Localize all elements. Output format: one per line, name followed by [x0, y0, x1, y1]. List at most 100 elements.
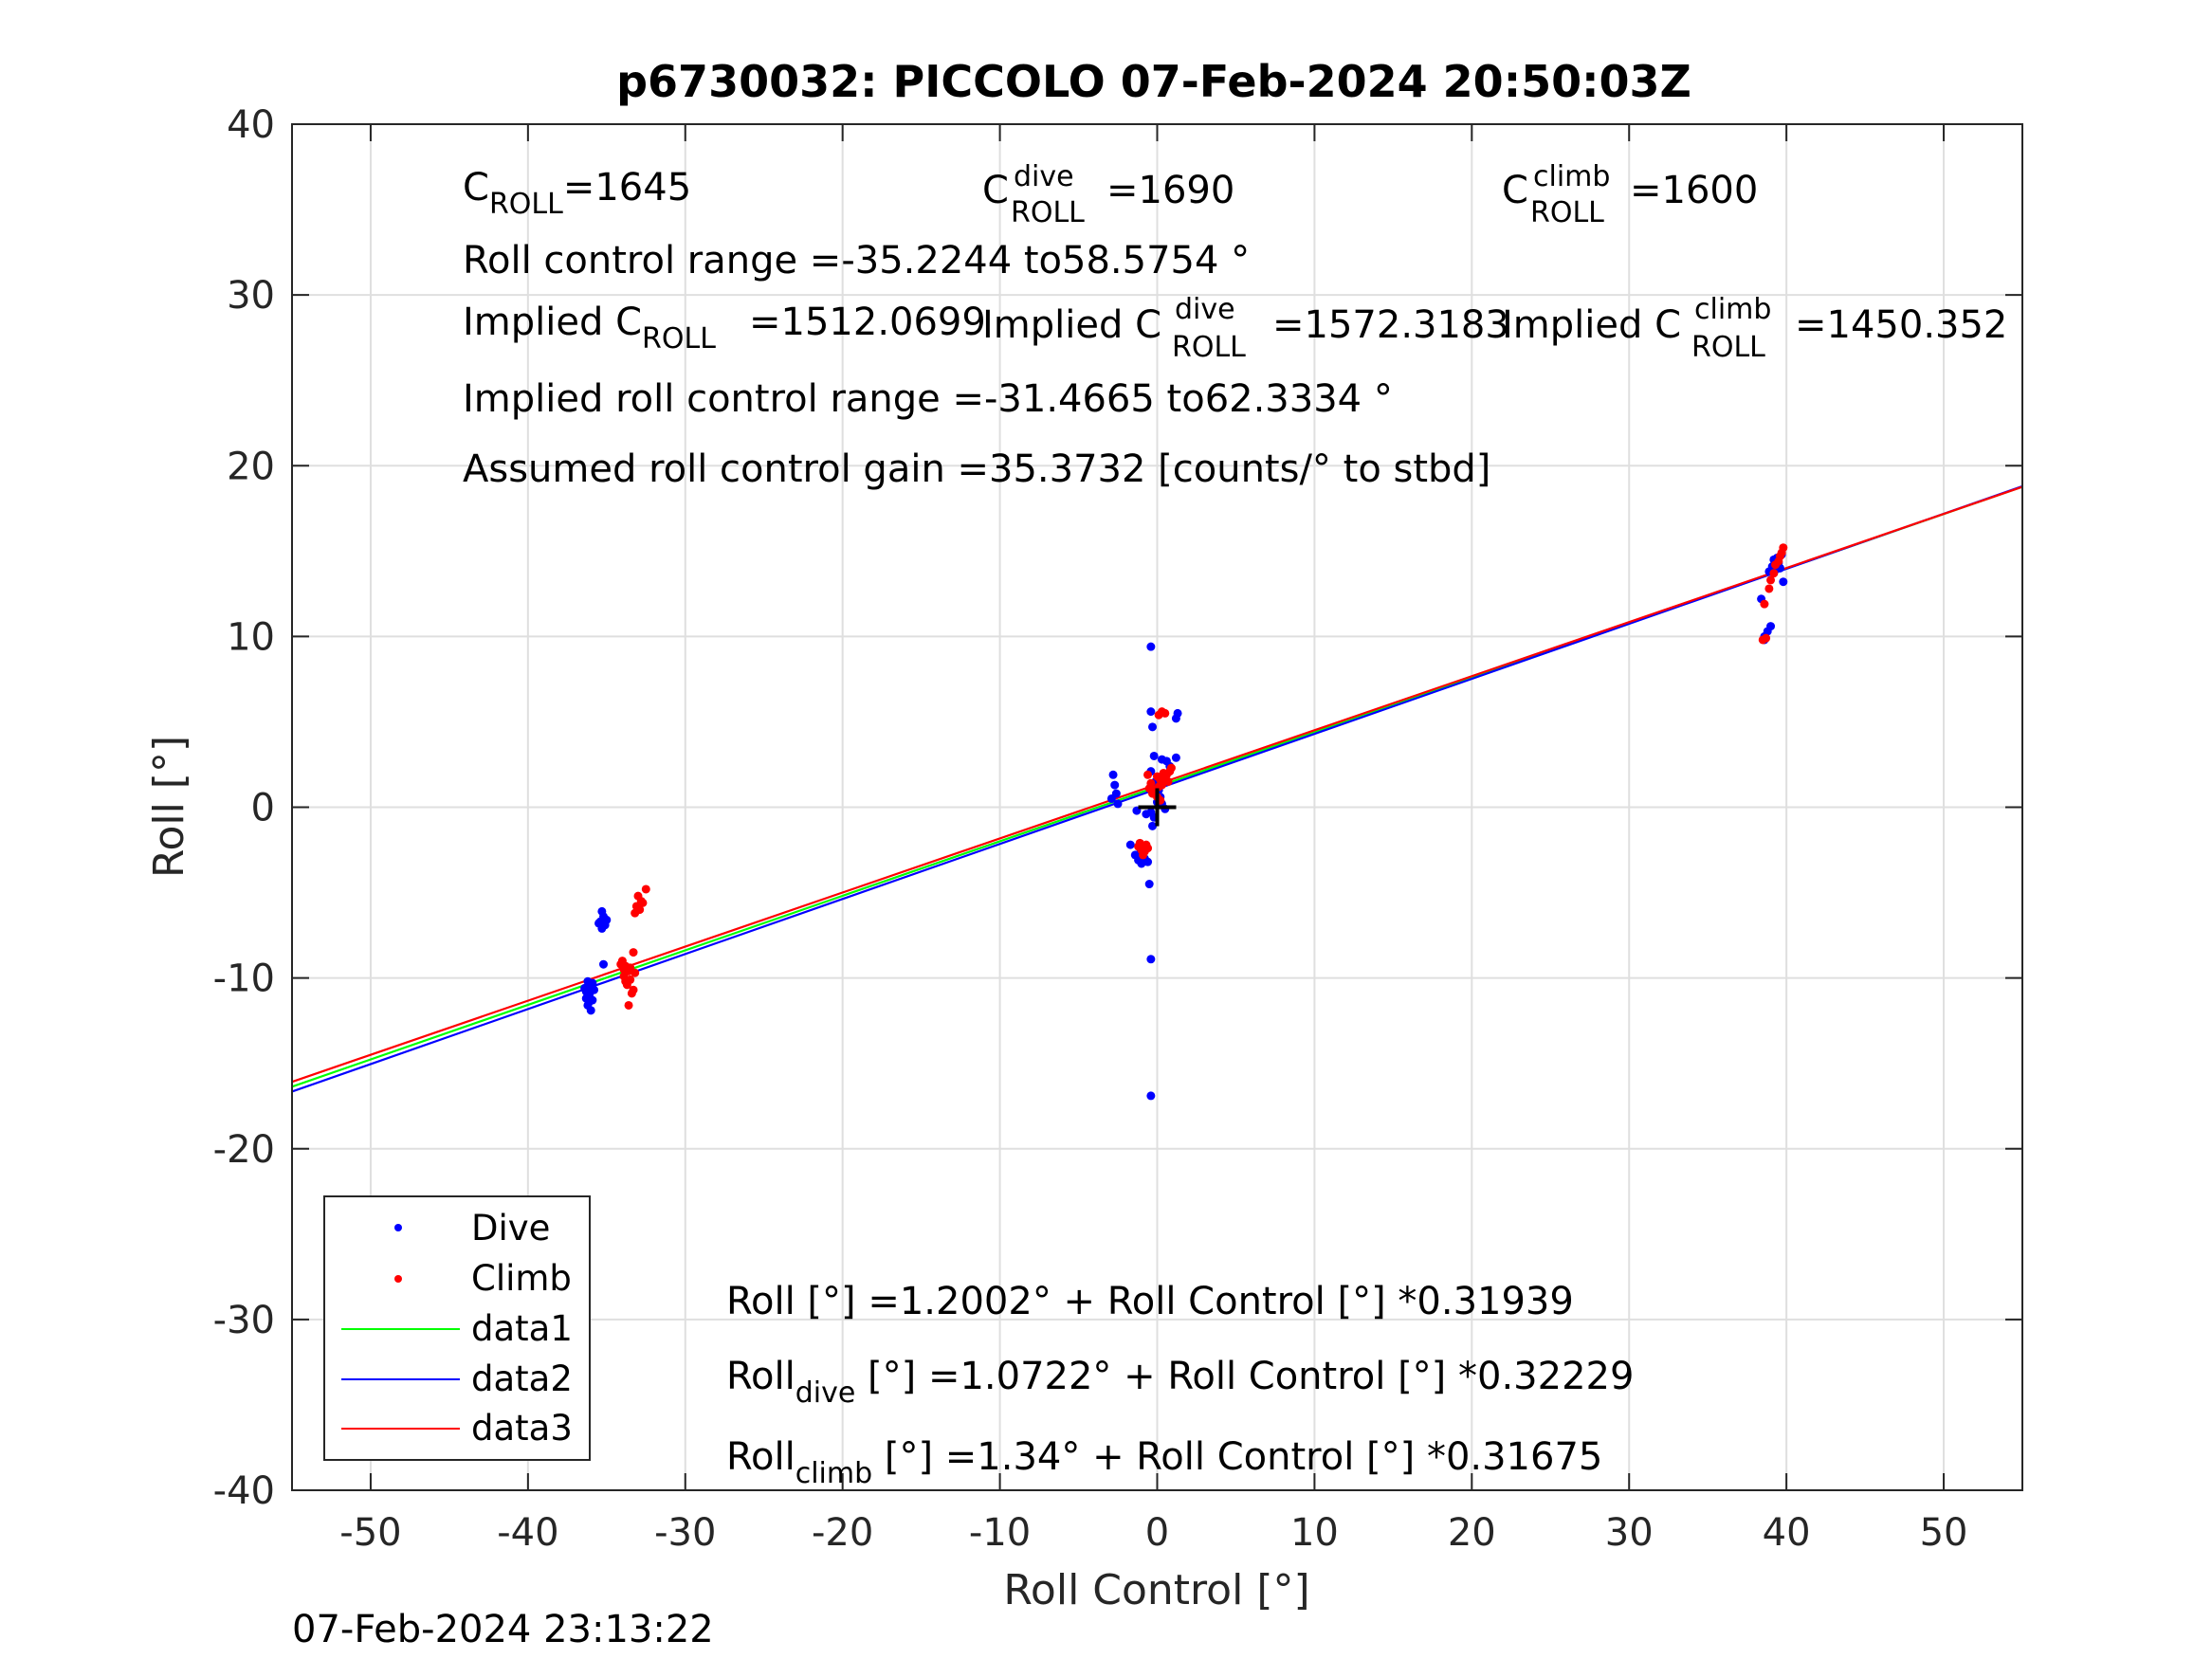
- x-tick-label: 30: [1605, 1511, 1654, 1555]
- x-tick-label: -10: [969, 1511, 1031, 1555]
- y-tick-label: 30: [227, 274, 275, 318]
- x-tick-label: 0: [1145, 1511, 1169, 1555]
- dive-point: [1779, 577, 1788, 587]
- legend-label-dive: Dive: [471, 1208, 550, 1249]
- dive-point: [1149, 751, 1159, 760]
- dive-point: [1142, 810, 1151, 819]
- climb-point: [626, 963, 635, 973]
- climb-point: [616, 959, 626, 969]
- annotation-fit-all: Roll [°] =1.2002° + Roll Control [°] *0.…: [726, 1280, 1574, 1323]
- y-tick-label: -10: [213, 957, 275, 1001]
- y-tick-label: 10: [227, 615, 275, 659]
- y-tick-label: -40: [213, 1469, 275, 1513]
- climb-point: [1777, 548, 1786, 557]
- climb-point: [1157, 780, 1166, 790]
- annotation-implied-c-roll-value: =1512.0699: [749, 301, 986, 344]
- dive-point: [1146, 1091, 1156, 1101]
- y-tick-label: -30: [213, 1299, 275, 1342]
- climb-point: [624, 1000, 633, 1010]
- y-tick-label: 0: [251, 787, 275, 830]
- climb-point: [621, 976, 631, 986]
- dive-point: [599, 959, 608, 969]
- y-tick-label: -20: [213, 1128, 275, 1172]
- dive-point: [1144, 880, 1154, 889]
- x-tick-label: -40: [497, 1511, 558, 1555]
- dive-point: [585, 997, 594, 1007]
- tick-marks: [292, 123, 2022, 1491]
- annotation-fit-climb: Rollclimb [°] =1.34° + Roll Control [°] …: [726, 1435, 1602, 1490]
- annotation-c-roll-climb-sup: climb: [1533, 160, 1610, 193]
- climb-point: [1769, 569, 1779, 578]
- climb-point: [1764, 584, 1774, 593]
- dive-point: [1146, 955, 1156, 964]
- dive-point: [1148, 821, 1158, 830]
- x-tick-label: -50: [339, 1511, 401, 1555]
- annotation-implied-c-roll-dive-sup: dive: [1175, 293, 1235, 326]
- climb-point: [1760, 599, 1769, 609]
- dive-point: [1108, 770, 1118, 779]
- annotation-fit-dive: Rolldive [°] =1.0722° + Roll Control [°]…: [726, 1355, 1634, 1410]
- legend-marker-dive: [394, 1224, 402, 1231]
- y-tick-label: 20: [227, 445, 275, 488]
- climb-point: [641, 884, 650, 894]
- dive-point: [1113, 799, 1123, 809]
- climb-point: [1143, 770, 1153, 779]
- climb-point: [627, 989, 636, 998]
- legend: Dive Climb data1 data2 data3: [323, 1195, 591, 1461]
- annotation-implied-c-roll-climb-value: =1450.352: [1795, 303, 2007, 347]
- dive-point: [1106, 793, 1116, 803]
- annotation-implied-range: Implied roll control range =-31.4665 to6…: [463, 377, 1393, 421]
- climb-point: [1139, 850, 1148, 860]
- dive-point: [602, 915, 612, 924]
- annotation-implied-c-roll: Implied CROLL: [463, 301, 716, 356]
- x-tick-label: -30: [654, 1511, 716, 1555]
- dive-point: [586, 1006, 595, 1015]
- dive-point: [1146, 707, 1156, 717]
- dive-point: [1146, 642, 1156, 651]
- annotation-c-roll-climb-sub: ROLL: [1530, 196, 1604, 229]
- dive-point: [1766, 622, 1776, 631]
- climb-point: [1144, 784, 1154, 793]
- legend-label-data2: data2: [471, 1358, 573, 1399]
- x-tick-label: 50: [1920, 1511, 1968, 1555]
- series-climb: [616, 543, 1788, 1010]
- dive-point: [1143, 857, 1153, 866]
- climb-point: [1766, 575, 1776, 585]
- x-axis-label: Roll Control [°]: [1003, 1566, 1309, 1614]
- dive-point: [1171, 714, 1180, 723]
- x-tick-label: 20: [1448, 1511, 1496, 1555]
- annotation-roll-control-range: Roll control range =-35.2244 to58.5754 °: [463, 239, 1250, 283]
- climb-point: [638, 898, 648, 907]
- axes-box: [291, 123, 2023, 1491]
- climb-point: [1142, 840, 1151, 849]
- annotation-assumed-gain: Assumed roll control gain =35.3732 [coun…: [463, 447, 1490, 491]
- annotation-c-roll-dive: C: [982, 169, 1009, 212]
- annotation-c-roll-climb: C: [1502, 169, 1528, 212]
- annotation-implied-c-roll-dive-value: =1572.3183: [1272, 303, 1509, 347]
- annotation-c-roll-dive-sub: ROLL: [1011, 196, 1085, 229]
- x-tick-label: 40: [1763, 1511, 1811, 1555]
- legend-marker-climb: [394, 1275, 402, 1283]
- x-tick-label: 10: [1290, 1511, 1339, 1555]
- y-tick-label: 40: [227, 103, 275, 147]
- legend-label-climb: Climb: [471, 1258, 572, 1299]
- climb-point: [1161, 708, 1170, 718]
- y-tick-labels: -40 -30 -20 -10 0 10 20 30 40: [213, 103, 275, 1513]
- dive-point: [1110, 780, 1120, 790]
- center-marker: [1138, 788, 1177, 827]
- annotation-c-roll-dive-sup: dive: [1014, 160, 1074, 193]
- dive-point: [588, 978, 597, 988]
- footer-timestamp: 07-Feb-2024 23:13:22: [292, 1608, 714, 1651]
- legend-label-data3: data3: [471, 1408, 573, 1449]
- climb-point: [1153, 772, 1161, 781]
- legend-label-data1: data1: [471, 1308, 573, 1349]
- annotation-c-roll-dive-value: =1690: [1106, 169, 1234, 212]
- climb-point: [1163, 776, 1173, 786]
- annotation-implied-c-roll-dive: Implied C: [982, 303, 1161, 347]
- chart-title: p6730032: PICCOLO 07-Feb-2024 20:50:03Z: [616, 56, 1691, 107]
- annotation-implied-c-roll-climb: Implied C: [1502, 303, 1681, 347]
- dive-point: [1148, 722, 1158, 732]
- dive-point: [594, 919, 604, 928]
- x-tick-labels: -50 -40 -30 -20 -10 0 10 20 30 40 50: [339, 1511, 1967, 1555]
